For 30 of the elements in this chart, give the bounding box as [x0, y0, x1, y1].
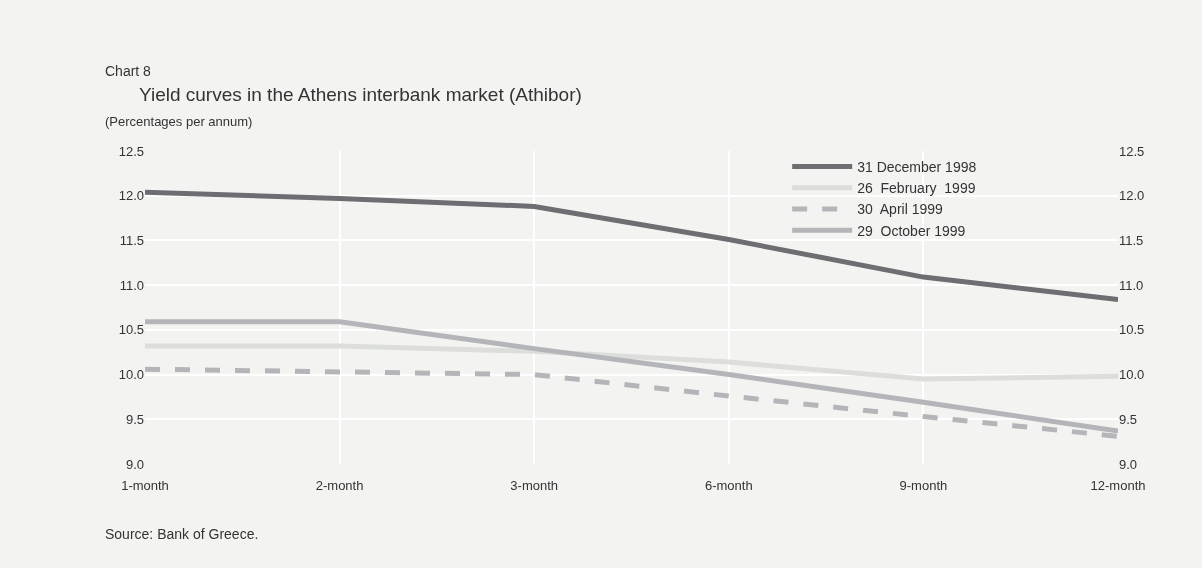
y2-tick-label: 9.5	[1119, 411, 1138, 427]
y2-tick-label: 10.0	[1119, 367, 1145, 383]
legend-label: 26 February 1999	[857, 180, 976, 197]
y2-tick-label: 9.0	[1119, 456, 1138, 472]
chart-title: Yield curves in the Athens interbank market (Athibor)	[138, 84, 582, 106]
x-tick-label: 6-month	[704, 478, 753, 493]
caption: Chart 8	[105, 63, 152, 79]
y2-tick-label: 12.5	[1119, 143, 1145, 159]
y-tick-label: 9.5	[125, 411, 144, 427]
y2-tick-label: 11.5	[1119, 232, 1144, 248]
x-tick-label: 12-month	[1090, 478, 1146, 493]
y-tick-label: 11.0	[119, 277, 144, 293]
y-tick-label: 11.5	[119, 232, 144, 248]
y-tick-label: 10.5	[118, 322, 144, 338]
y2-tick-label: 10.5	[1119, 322, 1145, 338]
chart-subtitle: (Percentages per annum)	[105, 114, 253, 129]
y-tick-label: 12.5	[118, 143, 144, 159]
legend-label: 29 October 1999	[857, 222, 966, 239]
y2-tick-label: 12.0	[1119, 188, 1145, 204]
y-tick-label: 10.0	[118, 367, 144, 383]
legend-label: 31 December 1998	[857, 159, 977, 176]
y-tick-label: 12.0	[118, 188, 144, 204]
x-tick-label: 3-month	[510, 478, 559, 493]
x-tick-label: 9-month	[899, 478, 948, 493]
y2-tick-label: 11.0	[1119, 277, 1144, 293]
y-tick-label: 9.0	[125, 456, 144, 472]
x-tick-label: 2-month	[315, 478, 364, 493]
x-tick-label: 1-month	[121, 478, 169, 493]
legend-label: 30 April 1999	[857, 201, 944, 218]
source-note: Source: Bank of Greece.	[105, 526, 259, 542]
